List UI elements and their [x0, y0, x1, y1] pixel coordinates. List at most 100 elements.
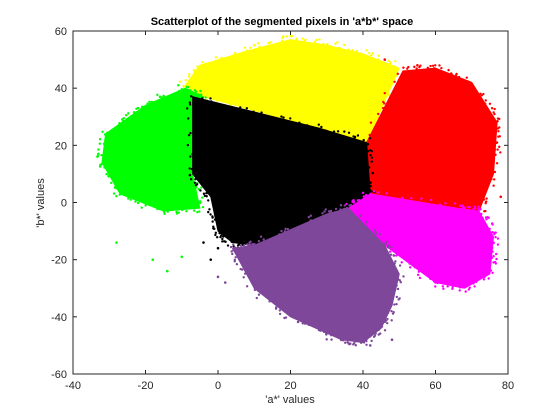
data-point	[487, 261, 490, 264]
data-point	[358, 199, 361, 202]
data-point	[402, 275, 405, 278]
data-point	[187, 134, 191, 137]
data-point	[370, 156, 374, 159]
data-point	[330, 338, 333, 341]
data-point	[386, 306, 390, 309]
data-point	[451, 285, 454, 289]
data-point	[383, 310, 387, 313]
data-point	[371, 171, 375, 175]
data-point	[239, 248, 242, 251]
data-point	[281, 306, 284, 309]
data-point	[114, 174, 117, 178]
data-point	[208, 61, 212, 65]
data-point	[334, 42, 337, 46]
data-point	[475, 216, 478, 219]
data-point	[267, 115, 271, 119]
data-point	[213, 209, 217, 213]
data-point	[310, 323, 314, 327]
data-point	[305, 124, 309, 127]
data-point	[98, 138, 102, 141]
data-point	[295, 228, 299, 231]
data-point	[393, 303, 396, 306]
data-point	[180, 208, 184, 212]
data-point	[212, 225, 215, 228]
data-point	[322, 330, 326, 334]
data-point	[119, 189, 123, 192]
data-point	[206, 181, 209, 185]
data-point	[196, 127, 199, 131]
data-point	[289, 313, 293, 316]
data-point	[132, 110, 136, 114]
data-point	[313, 45, 316, 48]
data-point	[493, 107, 496, 111]
data-point	[458, 204, 462, 207]
data-point	[483, 110, 487, 114]
cluster-2	[361, 64, 502, 217]
data-point	[350, 134, 353, 137]
data-point	[324, 208, 328, 211]
data-point	[462, 206, 465, 209]
data-point	[366, 183, 369, 186]
data-point	[191, 87, 195, 91]
data-point	[309, 219, 312, 222]
data-point	[192, 204, 195, 207]
data-point	[223, 281, 227, 284]
data-point	[232, 102, 236, 105]
data-point	[103, 154, 106, 157]
data-point	[264, 294, 267, 297]
data-point	[479, 188, 483, 191]
data-point	[189, 77, 193, 81]
data-point	[353, 136, 357, 139]
data-point	[413, 266, 417, 269]
data-point	[498, 145, 501, 149]
data-point	[197, 91, 200, 94]
data-point	[461, 286, 464, 289]
data-point	[493, 148, 497, 151]
data-point	[214, 231, 218, 235]
data-point	[140, 105, 144, 108]
data-point	[429, 64, 432, 68]
data-point	[373, 129, 376, 133]
data-point	[362, 172, 365, 176]
data-point	[188, 101, 192, 104]
data-point	[234, 256, 237, 259]
data-point	[327, 213, 330, 217]
data-point	[456, 78, 460, 81]
data-point	[221, 237, 224, 241]
data-point	[402, 252, 405, 256]
data-point	[124, 113, 128, 117]
data-point	[364, 225, 367, 228]
data-point	[490, 256, 494, 260]
data-point	[362, 157, 365, 160]
data-point	[140, 199, 143, 202]
data-point	[459, 283, 462, 287]
data-point	[473, 285, 476, 288]
data-point	[359, 222, 363, 225]
data-point	[388, 250, 392, 253]
data-point	[241, 51, 245, 54]
data-point	[216, 224, 220, 227]
data-point	[488, 179, 492, 182]
data-point	[198, 210, 201, 213]
x-tick-label: 80	[502, 380, 514, 392]
data-point	[275, 44, 278, 48]
data-point	[219, 234, 223, 237]
data-point	[231, 55, 234, 59]
data-point	[480, 191, 484, 194]
data-point	[242, 276, 245, 279]
data-point	[370, 140, 373, 143]
data-point	[105, 148, 108, 151]
data-point	[356, 339, 360, 342]
data-point	[361, 167, 365, 171]
data-point	[438, 64, 441, 67]
data-point	[400, 196, 404, 200]
data-point	[237, 241, 240, 245]
data-point	[494, 262, 498, 265]
data-point	[399, 84, 402, 88]
data-point	[246, 111, 249, 114]
data-point	[201, 60, 204, 64]
data-point	[245, 107, 249, 110]
data-point	[370, 339, 373, 343]
cluster-region	[184, 39, 400, 144]
data-point	[195, 186, 198, 189]
